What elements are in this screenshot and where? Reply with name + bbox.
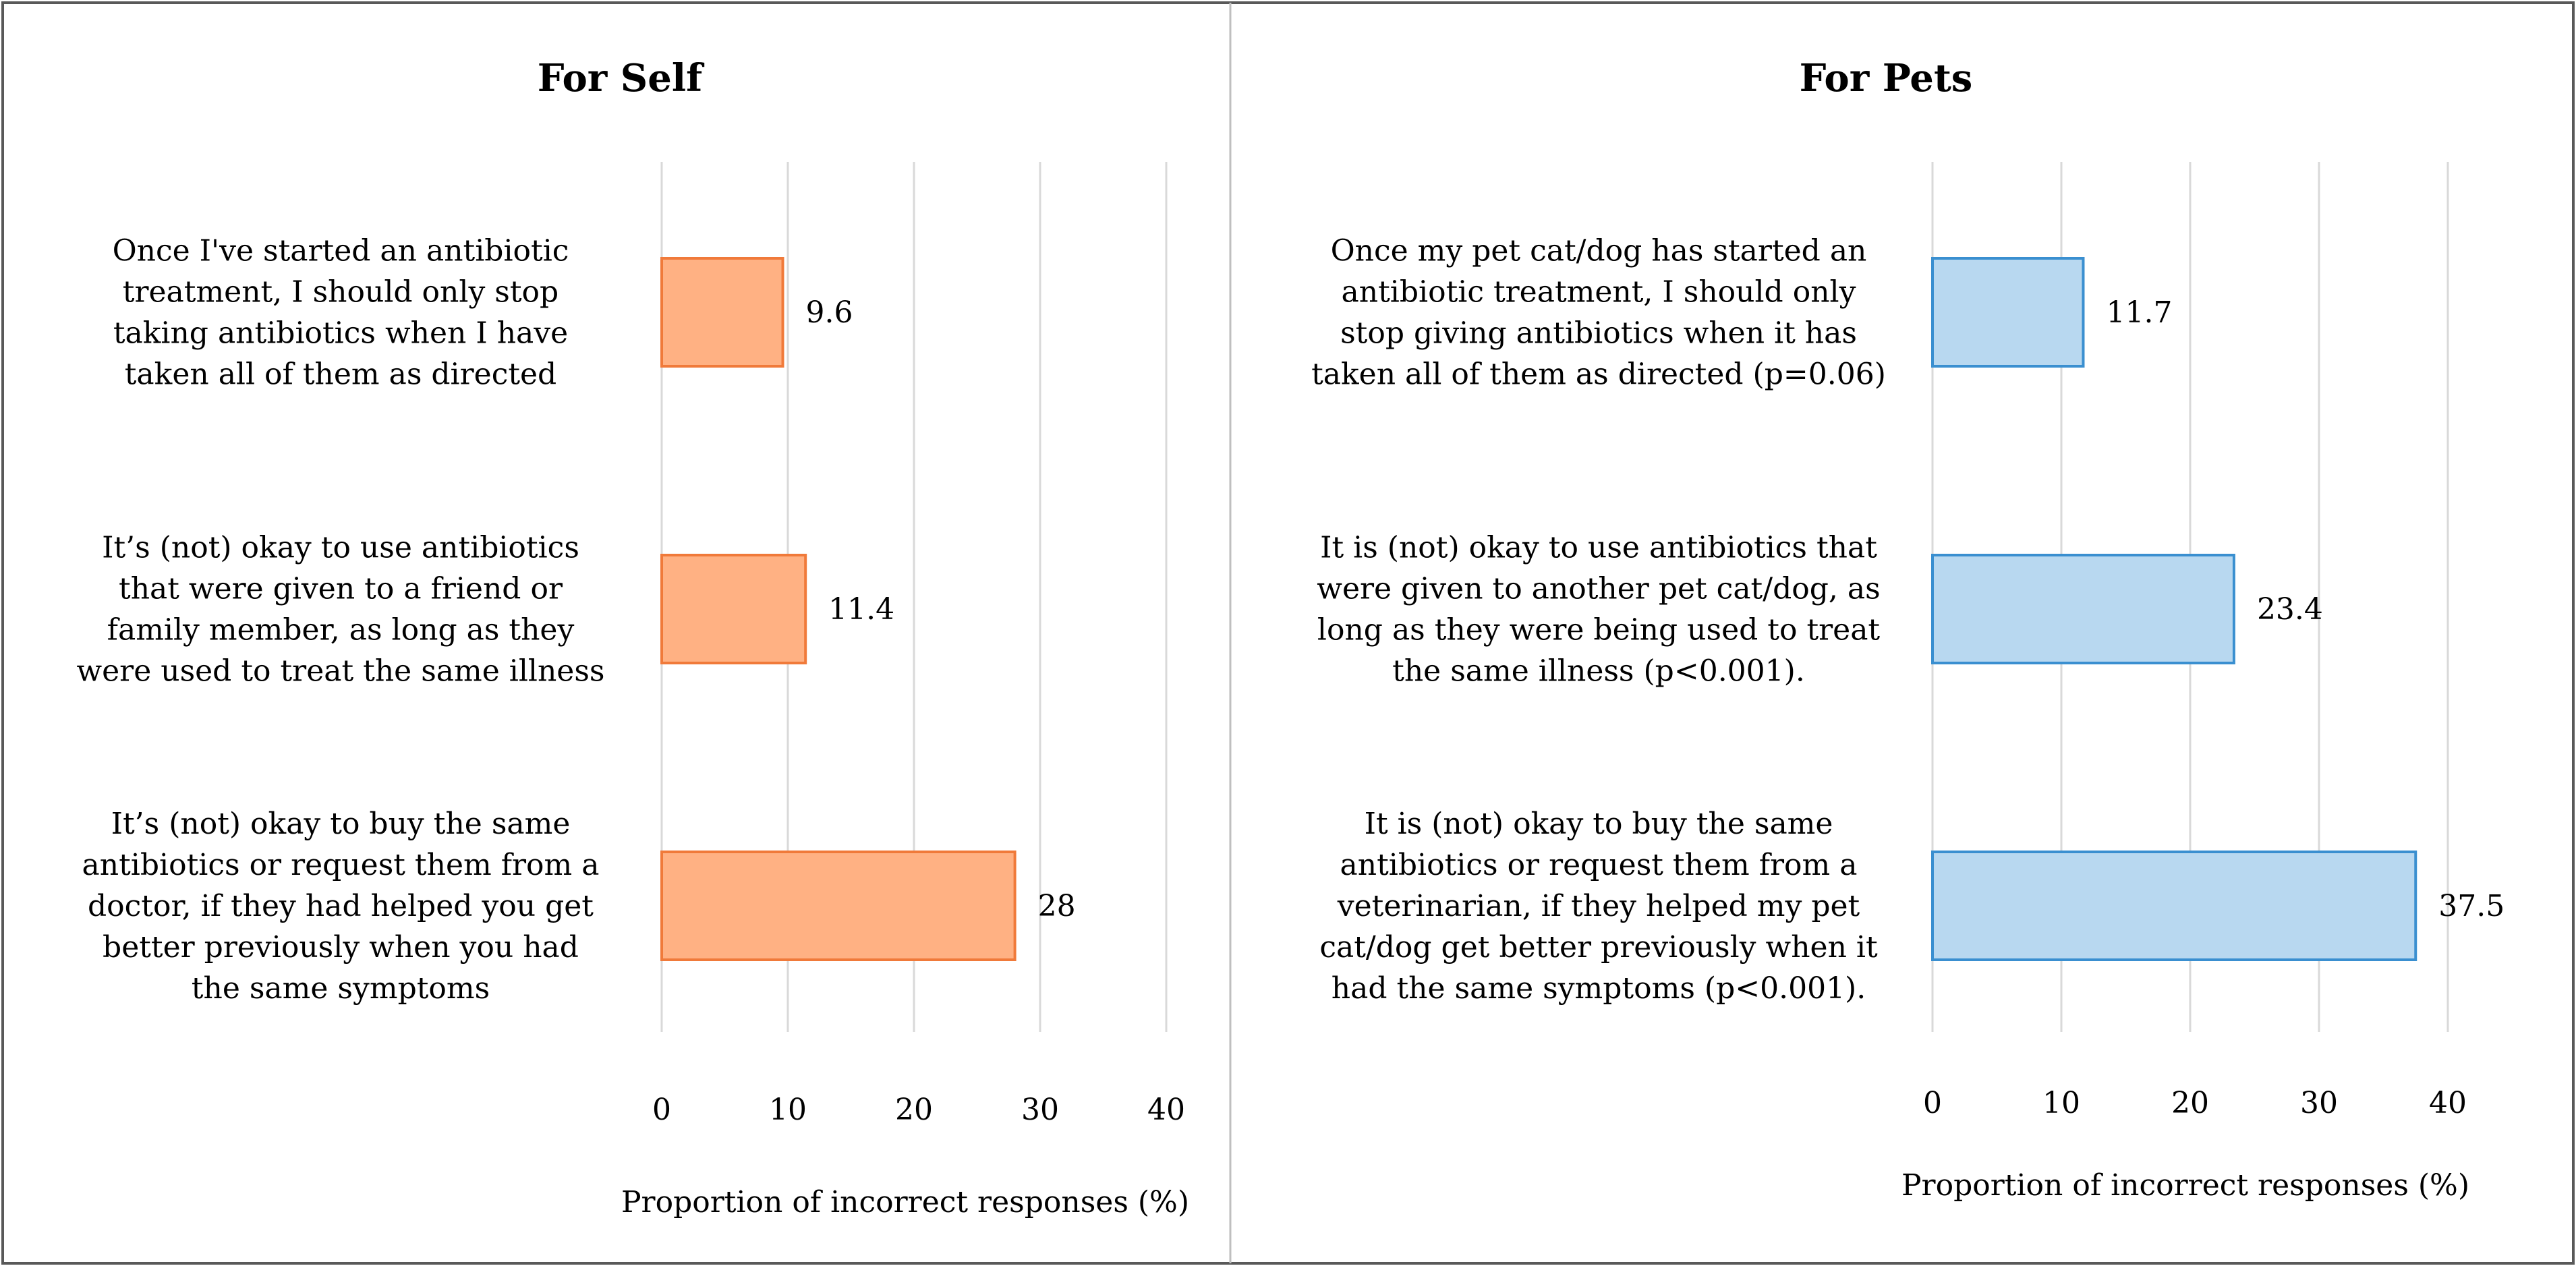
category-label: Once my pet cat/dog has started an antibi… [1311, 234, 1886, 392]
x-tick-label: 10 [769, 1093, 807, 1127]
data-label: 11.4 [828, 592, 894, 627]
category-label: Once I've started an antibiotic treatment… [113, 234, 569, 392]
bar [660, 554, 807, 664]
x-tick-label: 40 [1147, 1093, 1185, 1127]
x-axis-title: Proportion of incorrect responses (%) [1901, 1168, 2469, 1203]
data-label: 23.4 [2257, 592, 2323, 627]
category-label: It is (not) okay to use antibiotics that… [1317, 531, 1880, 689]
data-label: 37.5 [2438, 889, 2505, 923]
category-label: It’s (not) okay to buy the same antibioti… [82, 807, 600, 1006]
x-tick-label: 30 [2300, 1086, 2338, 1120]
panel-for-pets: For Pets 11.7 Once my pet cat/dog has sta… [1311, 56, 2505, 1203]
bar [1931, 554, 2235, 664]
category-label: It is (not) okay to buy the same antibiot… [1319, 807, 1878, 1006]
x-axis-title: Proportion of incorrect responses (%) [621, 1185, 1189, 1219]
x-tick-label: 20 [895, 1093, 933, 1127]
x-tick-label: 0 [1923, 1086, 1942, 1120]
bar [660, 257, 784, 368]
bar [1931, 257, 2085, 368]
bar [1931, 851, 2417, 961]
x-tick-label: 10 [2042, 1086, 2080, 1120]
category-label: It’s (not) okay to use antibiotics that w… [76, 531, 604, 689]
data-label: 11.7 [2106, 295, 2172, 330]
x-tick-label: 40 [2429, 1086, 2467, 1120]
data-label: 28 [1038, 889, 1076, 923]
x-tick-label: 20 [2171, 1086, 2209, 1120]
panel-for-self: For Self 9.6 Once I've started an antibio… [76, 56, 1189, 1219]
panel-title: For Self [538, 56, 705, 100]
panel-title: For Pets [1800, 56, 1973, 100]
x-tick-label: 0 [652, 1093, 671, 1127]
bar [660, 851, 1017, 961]
x-tick-label: 30 [1021, 1093, 1059, 1127]
data-label: 9.6 [806, 295, 853, 330]
